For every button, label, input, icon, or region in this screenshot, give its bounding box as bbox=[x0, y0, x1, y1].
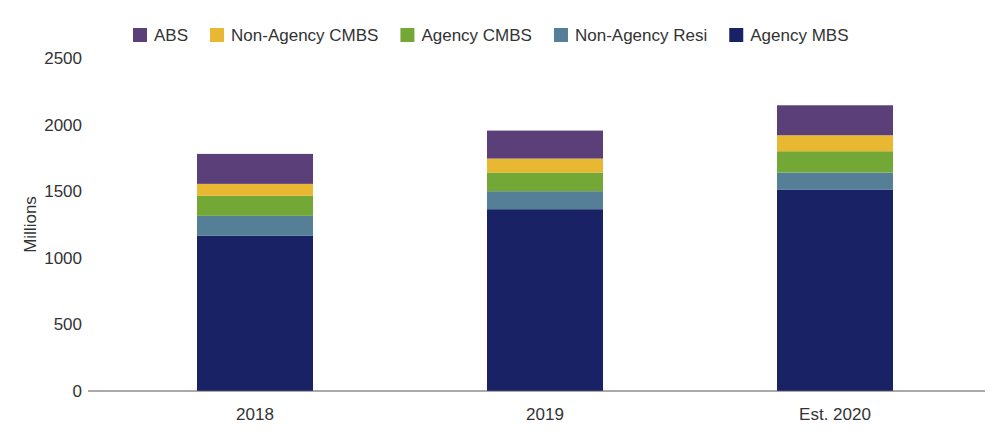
bar-segment bbox=[777, 173, 893, 190]
legend-swatch bbox=[400, 28, 414, 42]
legend-swatch bbox=[729, 28, 743, 42]
bar-segment bbox=[777, 190, 893, 391]
legend-label: Agency MBS bbox=[750, 26, 848, 45]
x-tick-label: Est. 2020 bbox=[799, 405, 871, 424]
bar-segment bbox=[487, 131, 603, 159]
bars bbox=[197, 105, 893, 391]
bar-segment bbox=[487, 173, 603, 192]
legend-swatch bbox=[133, 28, 147, 42]
bar-segment bbox=[197, 154, 313, 184]
y-tick-label: 1000 bbox=[44, 249, 82, 268]
y-axis-label: Millions bbox=[21, 196, 40, 253]
y-tick-label: 1500 bbox=[44, 182, 82, 201]
x-tick-label: 2019 bbox=[526, 405, 564, 424]
bar-segment bbox=[777, 151, 893, 172]
legend-label: Agency CMBS bbox=[421, 26, 532, 45]
legend-swatch bbox=[554, 28, 568, 42]
bar-segment bbox=[197, 196, 313, 216]
bar-segment bbox=[197, 216, 313, 236]
y-tick-label: 2000 bbox=[44, 116, 82, 135]
bar-segment bbox=[777, 135, 893, 151]
x-axis-line bbox=[88, 391, 985, 392]
bar-segment bbox=[487, 209, 603, 391]
y-tick-label: 0 bbox=[73, 382, 82, 401]
legend-label: Non-Agency CMBS bbox=[231, 26, 378, 45]
legend-swatch bbox=[210, 28, 224, 42]
x-tick-label: 2018 bbox=[236, 405, 274, 424]
chart: 0 500 1000 1500 2000 2500 Millions 2018 2019 Est.… bbox=[0, 0, 1000, 440]
legend-label: Non-Agency Resi bbox=[575, 26, 707, 45]
y-tick-label: 2500 bbox=[44, 49, 82, 68]
bar-segment bbox=[777, 105, 893, 135]
legend-label: ABS bbox=[154, 26, 188, 45]
bar-segment bbox=[487, 159, 603, 173]
y-tick-label: 500 bbox=[54, 315, 82, 334]
bar-segment bbox=[197, 184, 313, 196]
bar-segment bbox=[487, 191, 603, 209]
bar-segment bbox=[197, 236, 313, 391]
